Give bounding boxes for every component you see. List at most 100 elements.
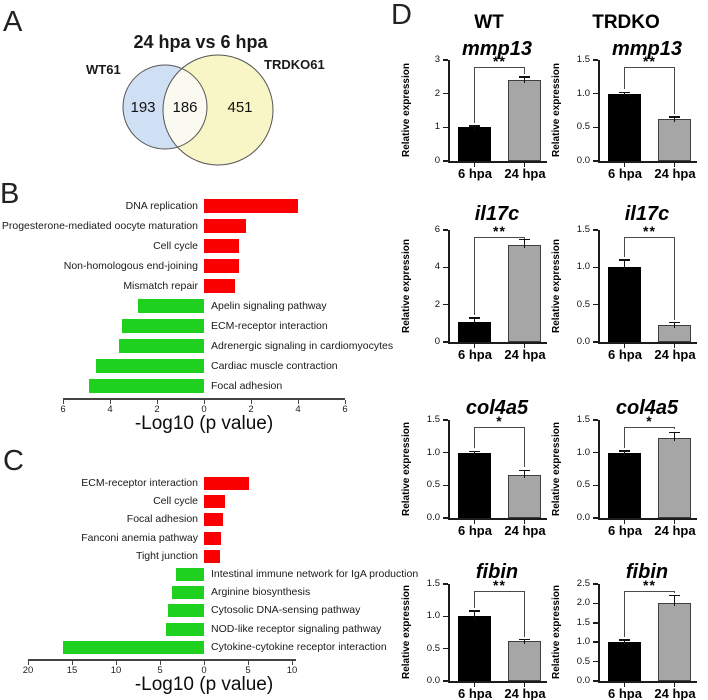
bar-24-hpa: [508, 80, 541, 161]
y-tick: [443, 484, 448, 487]
y-tick-label: 1.0: [576, 261, 590, 273]
y-tick: [593, 92, 598, 95]
gene-chart-wt-il17c: il17c Relative expression 0 2 4 6 6 hpa 24 hpa *…: [398, 203, 558, 366]
significance-stars: *: [496, 413, 503, 429]
x-tick: [523, 162, 525, 167]
y-tick-label: 0.5: [576, 298, 590, 310]
error-bar-cap: [619, 449, 630, 452]
bar-24-hpa: [508, 640, 541, 681]
x-tick: [344, 399, 346, 404]
bar-label-up: DNA replication: [125, 200, 198, 212]
error-bar-cap: [619, 639, 630, 642]
y-tick: [443, 266, 448, 269]
x-tick-label: 4: [107, 404, 113, 415]
bar-down: [121, 319, 204, 333]
x-tick-label: 2: [248, 404, 254, 415]
y-tick-label: 4: [434, 261, 440, 273]
bar-24-hpa: [658, 118, 691, 161]
bar-label-down: NOD-like receptor signaling pathway: [211, 622, 382, 635]
y-tick-label: 2.0: [576, 597, 590, 609]
y-tick: [443, 680, 448, 682]
y-tick: [593, 160, 598, 162]
significance-bracket-stem: [673, 67, 676, 115]
bar-label-up: ECM-receptor interaction: [81, 477, 198, 489]
x-tick-label: 10: [110, 665, 122, 676]
chart-title: col4a5: [615, 397, 679, 419]
venn-left-count: 193: [130, 99, 156, 116]
chart-title: mmp13: [611, 38, 683, 60]
bar-up: [204, 239, 240, 253]
venn-overlap-region: [163, 65, 207, 149]
y-tick: [443, 229, 448, 231]
y-tick: [593, 126, 598, 129]
x-tick: [297, 399, 299, 404]
x-category-label: 24 hpa: [654, 166, 696, 181]
y-axis-label: Relative expression: [551, 239, 562, 333]
x-category-label: 6 hpa: [458, 347, 492, 362]
y-tick: [593, 602, 598, 605]
bar-label-up: Fanconi anemia pathway: [81, 531, 198, 544]
bar-6-hpa: [608, 93, 641, 161]
y-tick-label: 0.0: [576, 675, 590, 686]
significance-bracket-stem: [523, 237, 526, 239]
error-bar: [523, 76, 526, 84]
error-bar-cap: [519, 469, 530, 472]
y-axis: [598, 420, 600, 519]
y-tick: [593, 419, 598, 421]
x-tick-label: 15: [66, 665, 78, 676]
y-axis-label: Relative expression: [401, 585, 412, 680]
x-category-label: 6 hpa: [608, 686, 642, 700]
bar-label-up: Cell cycle: [153, 495, 198, 508]
bar-6-hpa: [608, 267, 641, 342]
venn-overlap-count: 186: [172, 99, 198, 116]
x-tick: [62, 399, 64, 404]
x-tick: [27, 660, 29, 665]
significance-stars: *: [646, 413, 653, 429]
error-bar: [673, 322, 676, 328]
error-bar: [623, 450, 626, 456]
error-bar: [523, 470, 526, 478]
y-tick-label: 0.0: [426, 675, 440, 686]
gene-chart-trdko-col4a5: col4a5 Relative expression 0.0 0.5 1.0 1.5 6 h…: [548, 397, 708, 542]
x-category-label: 6 hpa: [608, 347, 642, 362]
significance-bracket-stem: [473, 591, 476, 609]
error-bar-cap: [519, 638, 530, 641]
y-tick: [443, 419, 448, 421]
x-tick: [247, 660, 249, 665]
trdko-column-header: TRDKO: [592, 12, 660, 33]
y-tick: [593, 583, 598, 585]
chart-title: col4a5: [465, 397, 529, 419]
bar-6-hpa: [608, 452, 641, 518]
x-tick-label: 2: [154, 404, 160, 415]
bar-label-up: Cell cycle: [153, 240, 198, 252]
x-category-label: 6 hpa: [458, 166, 492, 181]
y-tick-label: 0.5: [426, 479, 440, 491]
y-tick-label: 0.5: [576, 121, 590, 133]
bar-down: [166, 622, 204, 636]
x-axis: [28, 659, 296, 661]
x-category-label: 24 hpa: [654, 686, 696, 700]
x-tick: [473, 343, 475, 348]
error-bar: [473, 125, 476, 131]
gene-chart-wt-col4a5: col4a5 Relative expression 0.0 0.5 1.0 1.5 6 h…: [398, 397, 558, 542]
panel-label-a: A: [3, 6, 23, 38]
x-axis: [448, 518, 547, 520]
panel-label-d: D: [391, 0, 412, 31]
bar-down: [172, 586, 204, 600]
y-tick-label: 0.0: [426, 512, 440, 523]
x-tick: [473, 162, 475, 167]
error-bar: [673, 595, 676, 607]
significance-bracket: [474, 237, 525, 239]
x-tick-label: 4: [295, 404, 301, 415]
x-category-label: 6 hpa: [458, 686, 492, 700]
x-tick: [109, 399, 111, 404]
bar-label-down: Adrenergic signaling in cardiomyocytes: [211, 340, 394, 352]
y-tick: [593, 680, 598, 682]
bar-up: [204, 279, 235, 293]
bar-label-down: Cytosolic DNA-sensing pathway: [211, 604, 361, 617]
y-tick: [443, 59, 448, 61]
bar-label-down: Intestinal immune network for IgA produc…: [211, 568, 419, 580]
venn-left-set-label: WT61: [86, 62, 121, 77]
bar-label-down: Cytokine-cytokine receptor interaction: [211, 640, 387, 653]
x-tick-label: 6: [342, 404, 348, 415]
